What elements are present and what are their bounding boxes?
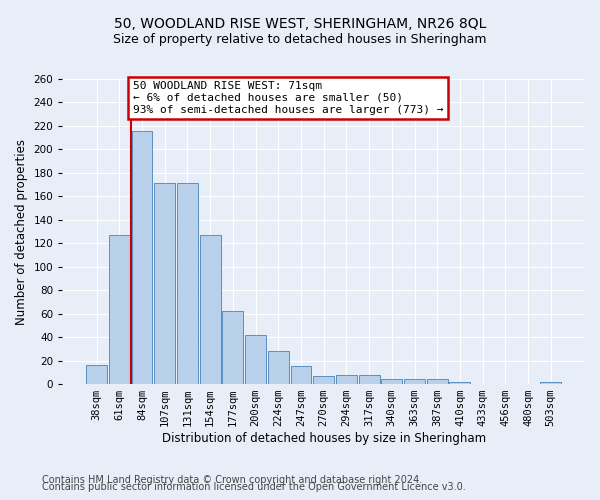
Bar [268,351,289,384]
Bar [86,366,107,384]
Text: 50 WOODLAND RISE WEST: 71sqm
← 6% of detached houses are smaller (50)
93% of sem: 50 WOODLAND RISE WEST: 71sqm ← 6% of det… [133,82,443,114]
Bar [177,184,198,384]
Bar [109,235,130,384]
Bar [290,366,311,384]
Bar [427,380,448,384]
Bar [336,374,357,384]
Bar [223,312,243,384]
Y-axis label: Number of detached properties: Number of detached properties [15,138,28,324]
Bar [313,376,334,384]
Text: Contains HM Land Registry data © Crown copyright and database right 2024.: Contains HM Land Registry data © Crown c… [42,475,422,485]
X-axis label: Distribution of detached houses by size in Sheringham: Distribution of detached houses by size … [161,432,486,445]
Bar [404,380,425,384]
Bar [200,235,221,384]
Bar [245,335,266,384]
Text: Contains public sector information licensed under the Open Government Licence v3: Contains public sector information licen… [42,482,466,492]
Bar [541,382,561,384]
Text: 50, WOODLAND RISE WEST, SHERINGHAM, NR26 8QL: 50, WOODLAND RISE WEST, SHERINGHAM, NR26… [114,18,486,32]
Bar [382,380,402,384]
Bar [359,374,380,384]
Bar [131,130,152,384]
Bar [449,382,470,384]
Bar [154,184,175,384]
Text: Size of property relative to detached houses in Sheringham: Size of property relative to detached ho… [113,32,487,46]
